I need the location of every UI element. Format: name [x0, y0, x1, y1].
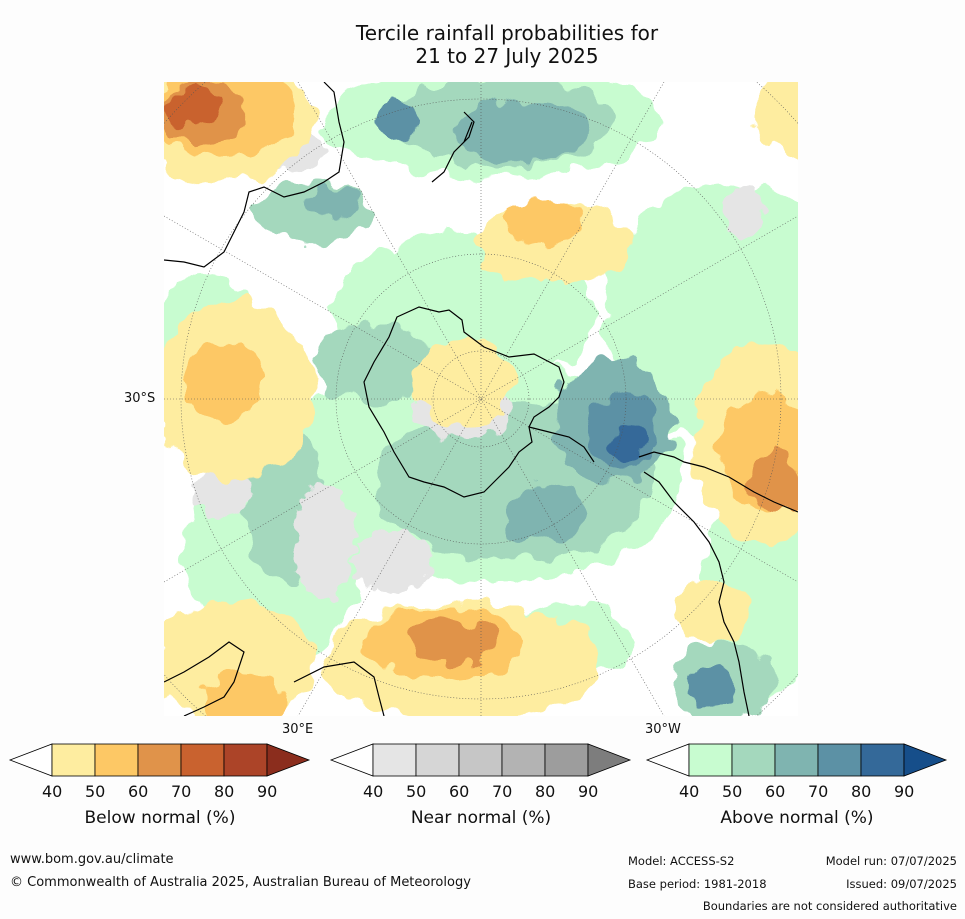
swatch-above-min	[645, 743, 690, 777]
tick-label: 40	[42, 782, 63, 801]
colorbar-above-ticks: 40 50 60 70 80 90	[647, 782, 947, 802]
tick-label: 70	[808, 782, 829, 801]
tick-label: 80	[535, 782, 556, 801]
tick-label: 50	[85, 782, 106, 801]
tick-label: 80	[851, 782, 872, 801]
swatch-above-50	[731, 743, 776, 777]
tick-label: 70	[492, 782, 513, 801]
longitude-label-30w: 30°W	[645, 722, 681, 737]
colorbar-above-title: Above normal (%)	[720, 808, 874, 828]
tick-label: 90	[257, 782, 278, 801]
swatch-below-70	[180, 743, 225, 777]
base-period-text: Base period: 1981-2018	[628, 877, 767, 891]
tick-label: 60	[765, 782, 786, 801]
model-text: Model: ACCESS-S2	[628, 854, 735, 868]
swatch-near-min	[329, 743, 374, 777]
swatch-above-40	[688, 743, 733, 777]
below-normal-regions	[164, 82, 798, 716]
colorbar-near-swatches	[329, 743, 632, 777]
tick-label: 40	[363, 782, 384, 801]
website-link[interactable]: www.bom.gov.au/climate	[10, 852, 174, 867]
swatch-below-60	[137, 743, 182, 777]
swatch-near-max	[587, 743, 632, 777]
swatch-near-70	[501, 743, 546, 777]
colorbar-above-normal: 40 50 60 70 80 90	[645, 742, 948, 801]
colorbar-below-ticks: 40 50 60 70 80 90	[10, 782, 310, 802]
colorbar-below-title: Below normal (%)	[84, 808, 236, 828]
model-run-text: Model run: 07/07/2025	[825, 854, 957, 868]
swatch-above-70	[817, 743, 862, 777]
graticule	[164, 82, 798, 716]
tick-label: 90	[578, 782, 599, 801]
map-title: Tercile rainfall probabilities for 21 to…	[0, 22, 965, 68]
latitude-label-30s: 30°S	[124, 391, 156, 406]
swatch-below-max	[266, 743, 311, 777]
tick-label: 90	[894, 782, 915, 801]
colorbar-above-swatches	[645, 743, 948, 777]
swatch-below-50	[94, 743, 139, 777]
colorbar-near-ticks: 40 50 60 70 80 90	[331, 782, 631, 802]
polar-rainfall-map	[164, 82, 798, 716]
swatch-near-50	[415, 743, 460, 777]
tick-label: 50	[406, 782, 427, 801]
colorbar-below-normal: 40 50 60 70 80 90	[8, 742, 311, 801]
tick-label: 60	[128, 782, 149, 801]
swatch-above-max	[903, 743, 948, 777]
tick-label: 80	[214, 782, 235, 801]
issued-text: Issued: 09/07/2025	[846, 877, 957, 891]
swatch-near-80	[544, 743, 589, 777]
longitude-label-30e: 30°E	[282, 722, 314, 737]
colorbar-below-swatches	[8, 743, 311, 777]
swatch-below-min	[8, 743, 53, 777]
tick-label: 40	[679, 782, 700, 801]
swatch-near-40	[372, 743, 417, 777]
tick-label: 60	[449, 782, 470, 801]
swatch-above-60	[774, 743, 819, 777]
colorbar-near-title: Near normal (%)	[410, 808, 552, 828]
title-line-1: Tercile rainfall probabilities for	[355, 21, 659, 45]
swatch-below-80	[223, 743, 268, 777]
title-line-2: 21 to 27 July 2025	[415, 44, 599, 68]
map-canvas	[164, 82, 798, 716]
coastlines	[164, 82, 798, 716]
tick-label: 50	[722, 782, 743, 801]
swatch-above-80	[860, 743, 905, 777]
disclaimer-text: Boundaries are not considered authoritat…	[702, 899, 957, 913]
swatch-near-60	[458, 743, 503, 777]
copyright-text: © Commonwealth of Australia 2025, Austra…	[10, 875, 471, 890]
tick-label: 70	[171, 782, 192, 801]
swatch-below-40	[51, 743, 96, 777]
colorbar-near-normal: 40 50 60 70 80 90	[329, 742, 632, 801]
